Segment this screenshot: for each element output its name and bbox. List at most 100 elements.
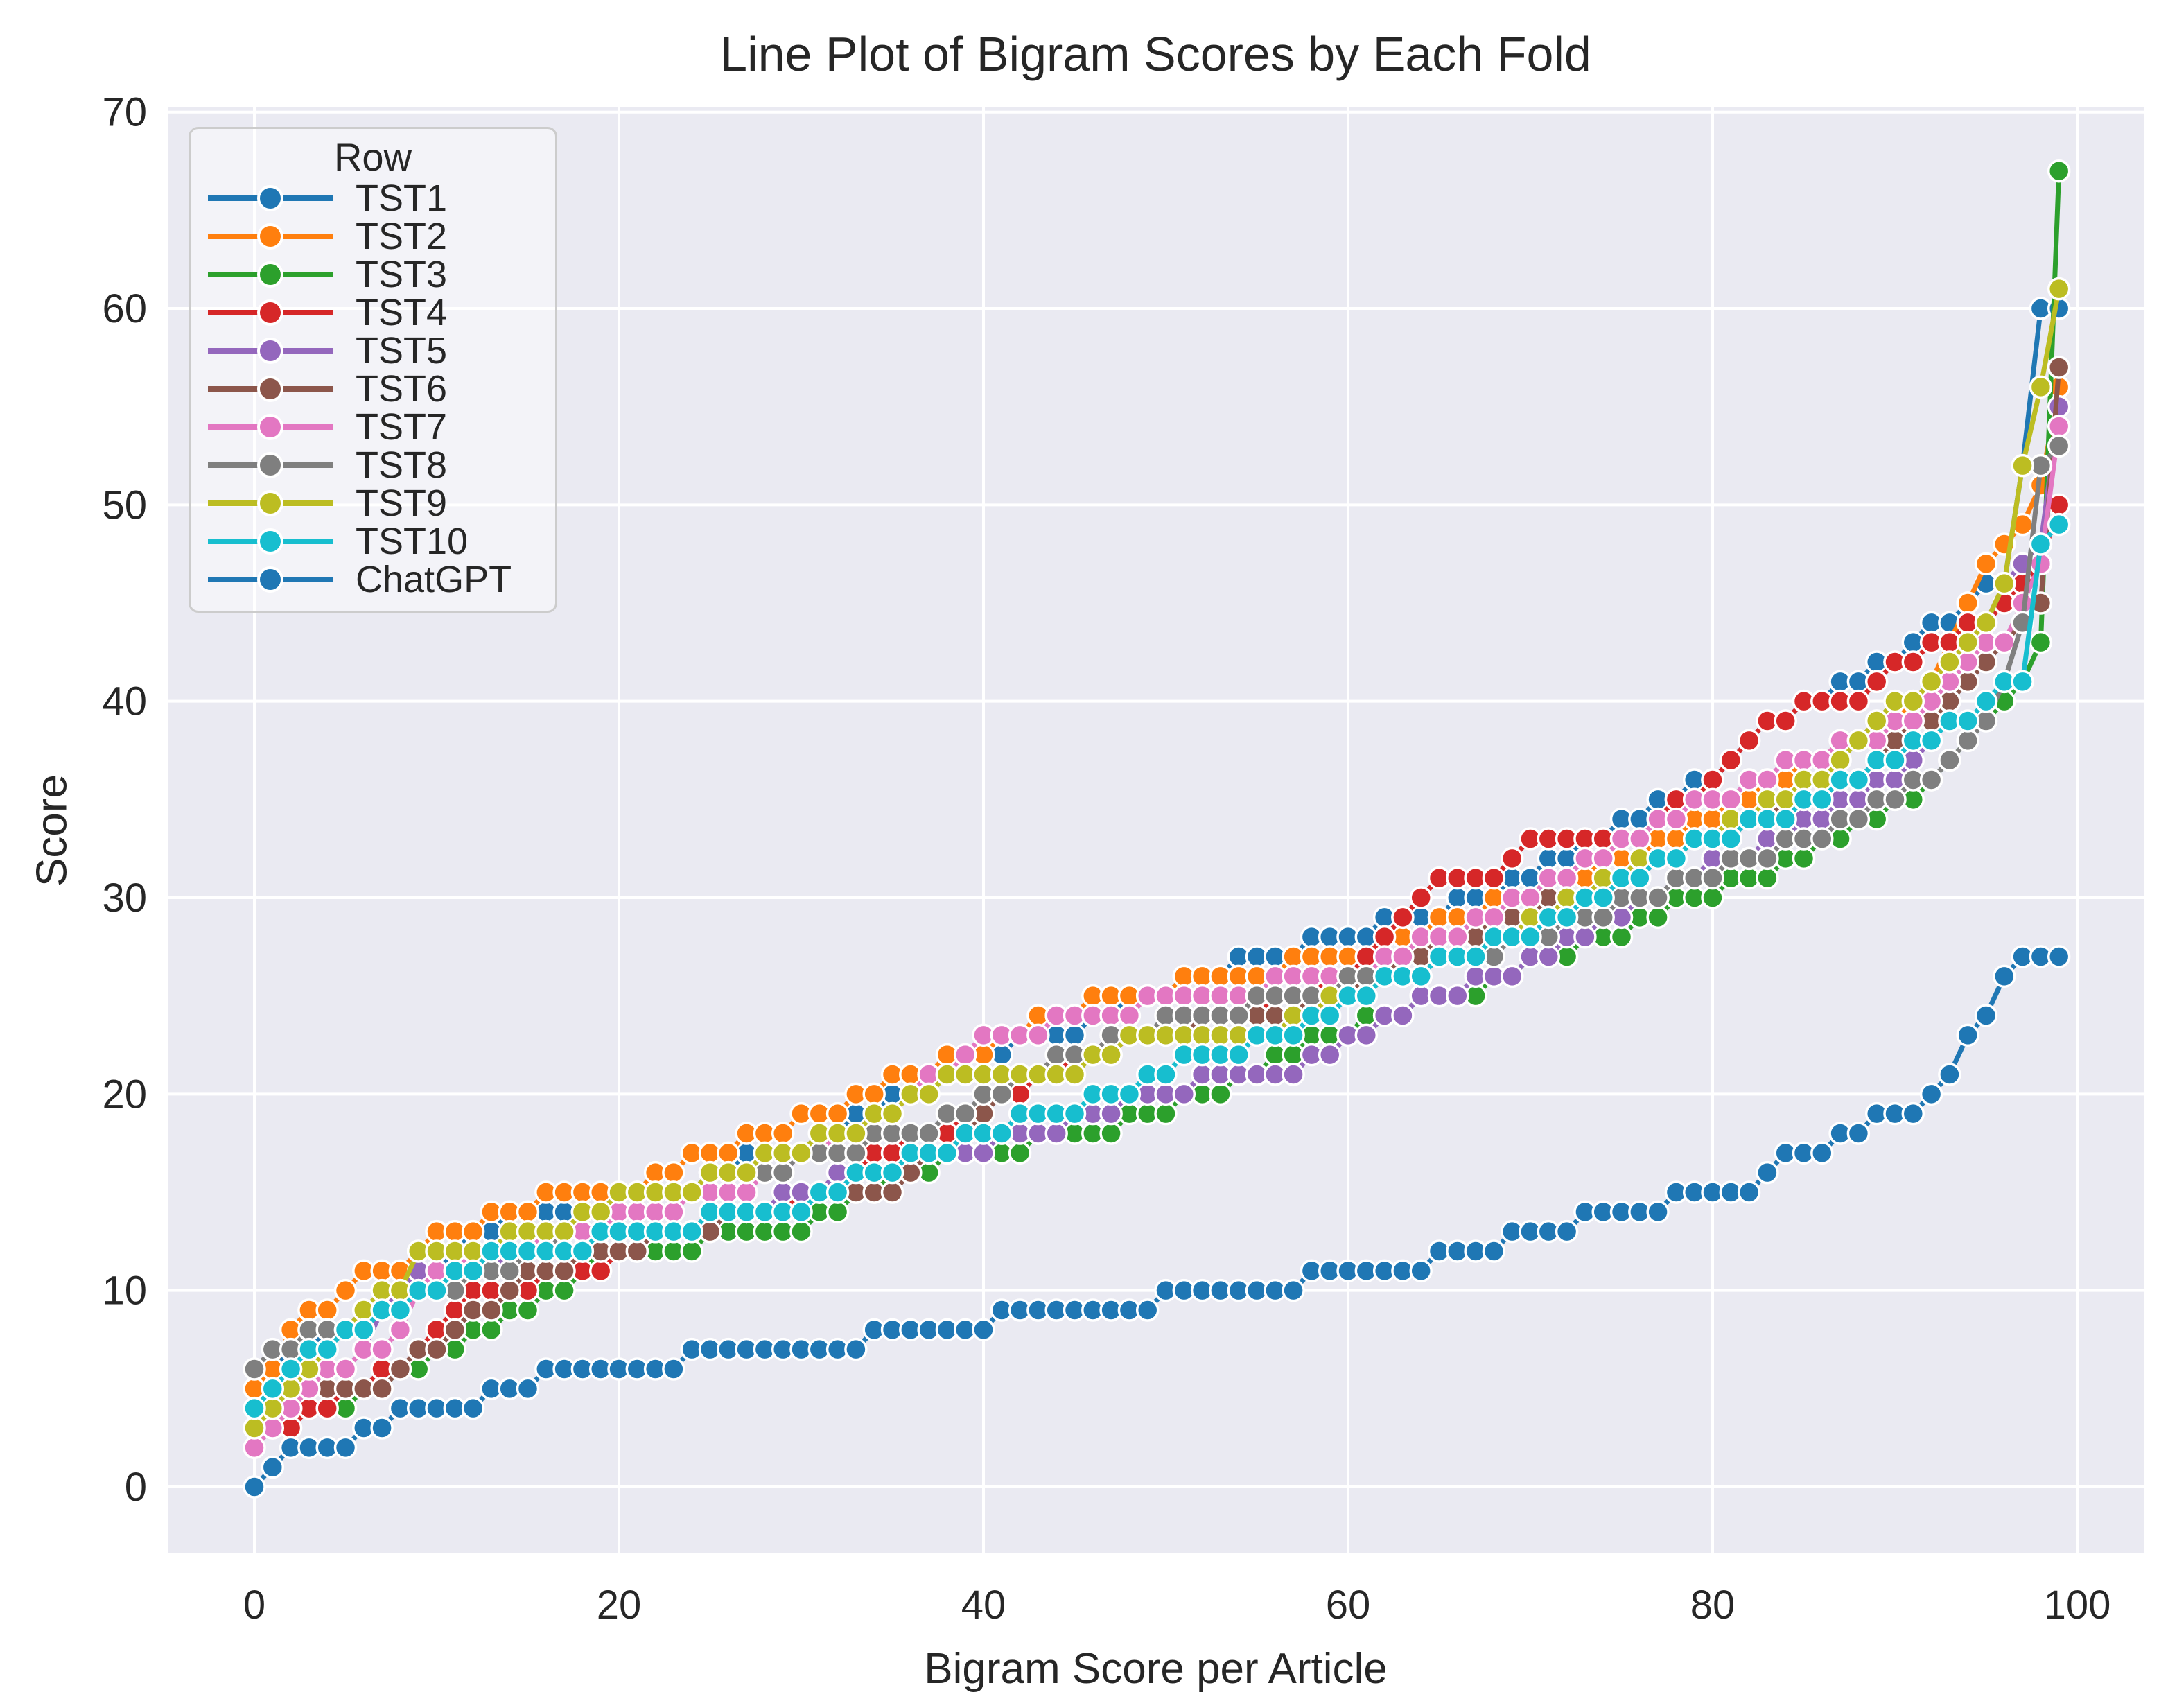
legend-label: TST7 [356,406,448,448]
data-point-tst2 [516,1200,540,1224]
data-point-tst4 [1482,866,1506,890]
legend-label: TST1 [356,177,448,219]
data-point-tst2 [315,1298,339,1322]
data-point-tst10 [1555,905,1579,930]
data-point-tst10 [1628,866,1652,890]
data-point-tst10 [789,1200,813,1224]
data-point-tst5 [1391,1004,1415,1027]
x-tick-label: 100 [2044,1583,2111,1628]
legend-item-tst8: TST8 [191,444,555,486]
x-tick-label: 20 [597,1583,642,1628]
data-point-tst10 [2011,670,2034,694]
data-point-tst8 [243,1357,266,1381]
data-point-tst3 [2029,630,2053,654]
data-point-tst7 [1117,1004,1142,1027]
data-point-chatgpt [972,1318,995,1342]
data-point-chatgpt [516,1377,540,1401]
data-point-tst10 [1227,1043,1250,1067]
y-tick-label: 60 [102,286,147,331]
data-point-tst7 [1628,827,1652,851]
legend-item-tst4: TST4 [191,291,555,333]
data-point-tst7 [370,1337,394,1361]
data-point-tst5 [1318,1043,1342,1067]
data-point-tst3 [1008,1141,1032,1165]
data-point-tst3 [1701,886,1724,909]
data-point-tst9 [1828,748,1852,772]
data-point-tst9 [1063,1063,1087,1086]
data-point-tst10 [315,1337,339,1361]
data-point-tst5 [1573,925,1597,949]
data-point-tst10 [279,1357,303,1381]
data-point-tst4 [315,1396,339,1420]
data-point-tst4 [1372,925,1397,949]
data-point-tst10 [461,1259,485,1283]
data-point-tst10 [1519,925,1542,949]
data-point-tst10 [1956,709,1979,733]
data-point-tst10 [1974,689,1998,713]
data-point-tst9 [1099,1043,1123,1067]
x-tick-label: 40 [961,1583,1006,1628]
data-point-tst5 [1044,1122,1068,1145]
data-point-tst4 [1737,729,1761,753]
data-point-tst10 [1883,748,1907,772]
data-point-tst7 [735,1180,758,1204]
data-point-tst7 [1555,866,1579,890]
data-point-tst10 [1719,827,1743,851]
data-point-chatgpt [1737,1180,1761,1204]
y-tick-label: 40 [102,679,147,724]
data-point-chatgpt [1135,1298,1160,1322]
data-point-chatgpt [1482,1239,1506,1263]
legend-rows: TST1 TST2 TST3 TST4 TST5 TST6 TST7 TST8 TST9 TST1… [191,177,555,600]
data-point-tst10 [1318,1004,1342,1027]
legend-item-chatgpt: ChatGPT [191,559,555,600]
data-point-tst8 [1591,905,1615,930]
data-point-tst8 [2047,434,2071,458]
data-point-tst3 [1646,905,1670,930]
legend-marker-icon [208,337,333,364]
legend-marker-icon [208,375,333,402]
data-point-tst10 [570,1239,595,1263]
data-point-tst6 [443,1318,467,1342]
data-point-tst4 [1391,905,1415,930]
y-tick-label: 70 [102,90,147,135]
data-point-tst7 [1391,945,1415,968]
data-point-chatgpt [1956,1023,1979,1047]
legend-marker-icon [208,451,333,478]
data-point-chatgpt [1993,964,2016,988]
data-point-tst7 [243,1436,266,1460]
data-point-tst9 [1956,630,1979,654]
legend-label: TST10 [356,520,469,562]
data-point-tst5 [1446,984,1469,1008]
data-point-tst7 [1901,709,1925,733]
data-point-chatgpt [1938,1063,1961,1086]
data-point-tst9 [917,1082,941,1106]
data-point-tst10 [1664,846,1688,871]
data-point-tst10 [990,1122,1014,1145]
data-point-tst10 [1409,964,1433,988]
data-point-tst4 [588,1259,613,1283]
data-point-tst3 [1154,1101,1178,1126]
data-point-tst8 [1646,886,1670,909]
data-point-tst8 [844,1141,868,1165]
data-point-tst7 [388,1318,412,1342]
data-point-tst9 [1864,709,1889,733]
data-point-tst2 [461,1219,485,1244]
data-point-tst10 [880,1160,904,1185]
legend-title: Row [333,135,412,179]
data-point-chatgpt [1846,1122,1871,1145]
y-tick-label: 50 [102,482,147,528]
legend-item-tst6: TST6 [191,368,555,410]
data-point-tst9 [1938,650,1961,674]
data-point-tst8 [1883,787,1907,812]
data-point-tst9 [844,1122,868,1145]
legend-label: TST4 [356,291,448,333]
data-point-tst4 [1701,768,1724,792]
data-point-tst9 [2011,453,2034,478]
data-point-chatgpt [1810,1141,1834,1165]
data-point-tst10 [425,1278,448,1302]
legend-marker-icon [208,261,333,288]
data-point-tst8 [1701,866,1724,890]
data-point-chatgpt [333,1436,358,1460]
data-point-tst8 [1756,846,1779,871]
data-point-tst10 [261,1377,285,1401]
